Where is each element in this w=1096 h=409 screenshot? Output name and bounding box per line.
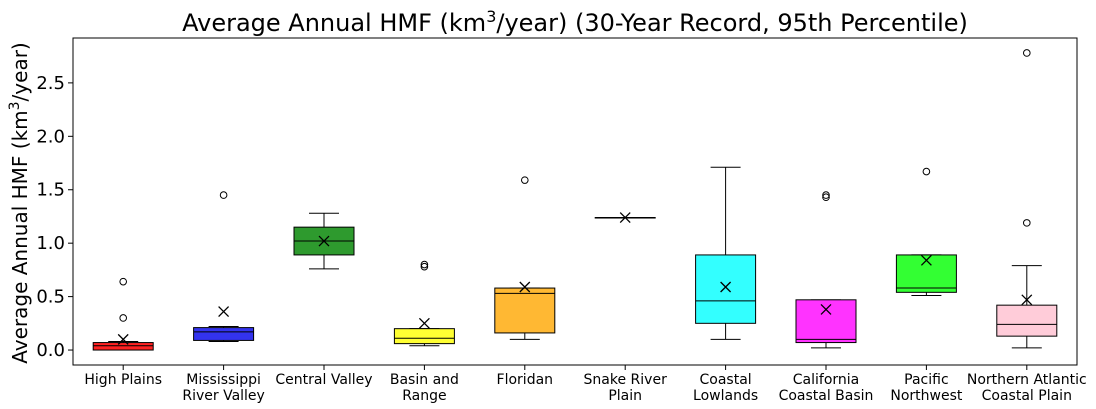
y-tick-label: 2.5 — [36, 73, 65, 94]
plot-area: 0.0 0.5 1.0 1.5 2.0 2.5 High Plains Mississippi… — [36, 49, 1087, 404]
x-tick-label: Coastal — [700, 372, 752, 388]
y-axis-label: Average Annual HMF (km3/year) — [7, 42, 32, 363]
x-tick-label: River Valley — [182, 388, 264, 404]
x-tick-label: Lowlands — [693, 388, 758, 404]
x-tick-label: Central Valley — [275, 372, 372, 388]
x-tick-label: Coastal Plain — [982, 388, 1072, 404]
mean-marker — [519, 281, 531, 293]
iqr-box — [92, 342, 154, 351]
mean-marker — [720, 281, 732, 293]
outlier-point — [1023, 219, 1031, 227]
x-tick-label: Northwest — [890, 388, 963, 404]
x-tick-label: Floridan — [497, 372, 554, 388]
outlier-point — [822, 193, 830, 202]
iqr-box — [695, 254, 757, 324]
outlier-point — [521, 176, 529, 184]
mean-marker — [820, 303, 832, 315]
mean-marker — [1021, 294, 1033, 306]
y-tick-label: 0.5 — [36, 287, 65, 308]
outlier-point — [420, 262, 429, 271]
mean-marker — [218, 306, 230, 318]
outlier-point — [219, 191, 228, 199]
x-tick-label: Snake River — [584, 372, 668, 388]
mean-marker — [418, 317, 430, 329]
outlier-point — [922, 167, 931, 176]
outlier-point — [1023, 49, 1031, 57]
iqr-box — [494, 287, 556, 334]
x-tick-label: Range — [402, 388, 446, 404]
outlier-point — [119, 277, 127, 286]
chart-title: Average Annual HMF (km3/year) (30-Year R… — [182, 7, 968, 37]
outlier-point — [420, 260, 429, 269]
outlier-point — [119, 314, 127, 322]
y-tick-label: 1.5 — [36, 180, 65, 201]
iqr-box — [193, 327, 255, 341]
x-tick-label: Mississippi — [186, 372, 261, 388]
y-tick-label: 1.0 — [36, 233, 65, 254]
mean-marker — [619, 212, 631, 223]
x-tick-label: Basin and — [390, 372, 459, 388]
x-tick-label: Plain — [608, 388, 642, 404]
iqr-box — [996, 304, 1058, 337]
x-tick-label: Coastal Basin — [779, 388, 874, 404]
box-floridan: Floridan — [494, 176, 556, 388]
y-tick-label: 2.0 — [36, 126, 65, 147]
iqr-box — [795, 299, 857, 344]
x-tick-label: High Plains — [84, 372, 162, 388]
mean-marker — [920, 254, 932, 266]
mean-marker — [117, 333, 129, 345]
box-high-plains: High Plains — [84, 277, 162, 388]
x-tick-label: California — [793, 372, 859, 388]
box-central-valley: Central Valley — [275, 212, 373, 388]
mean-marker — [318, 235, 330, 247]
x-tick-label: Pacific — [904, 372, 949, 388]
x-tick-label: Northern Atlantic — [967, 372, 1087, 388]
y-tick-label: 0.0 — [36, 340, 65, 361]
outlier-point — [822, 191, 830, 199]
iqr-box — [393, 328, 455, 345]
plot-frame — [72, 37, 1078, 366]
